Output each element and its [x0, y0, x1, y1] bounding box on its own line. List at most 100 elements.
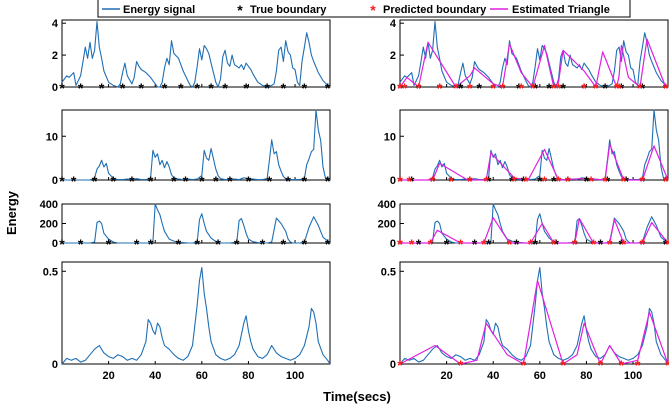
panel-r2-right-marker-true-boundary: * — [416, 236, 422, 252]
panel-r0-left-marker-true-boundary: * — [162, 80, 168, 96]
panel-r2-left-marker-true-boundary: * — [148, 236, 154, 252]
panel-r2-right-marker-predicted-boundary: * — [665, 236, 669, 252]
panel-r2-right-marker-predicted-boundary: * — [397, 236, 403, 252]
panel-r1-left-marker-true-boundary: * — [267, 173, 273, 189]
panel-r1-left-marker-true-boundary: * — [59, 173, 65, 189]
panel-r1-left-marker-true-boundary: * — [302, 173, 308, 189]
panel-r1-left-marker-true-boundary: * — [246, 173, 252, 189]
panel-r1-right-marker-predicted-boundary: * — [407, 173, 413, 189]
panel-r1-left-ytick-label: 0 — [52, 175, 58, 187]
panel-r3-right-marker-predicted-boundary: * — [560, 357, 566, 373]
panel-r1-right-marker-predicted-boundary: * — [430, 173, 436, 189]
panel-r0-right-marker-predicted-boundary: * — [500, 80, 506, 96]
panel-r0-right-marker-predicted-boundary: * — [490, 80, 496, 96]
panel-r1-right-ytick-label: 0 — [390, 175, 396, 187]
panel-r0-right-marker-predicted-boundary: * — [437, 80, 443, 96]
panel-r2-left-ytick-label: 400 — [40, 199, 58, 211]
panel-r1-left-marker-true-boundary: * — [71, 173, 77, 189]
panel-r2-left-marker-true-boundary: * — [260, 236, 266, 252]
panel-r3-right-xtick-label: 20 — [440, 370, 452, 382]
panel-r0-left-marker-true-boundary: * — [78, 80, 84, 96]
panel-r1-left-marker-true-boundary: * — [213, 173, 219, 189]
panel-r1-right-marker-predicted-boundary: * — [565, 173, 571, 189]
panel-r1-right-marker-predicted-boundary: * — [588, 173, 594, 189]
panel-r0-left-marker-true-boundary: * — [120, 80, 126, 96]
panel-r3-right: 00.520406080100******** — [381, 262, 669, 382]
panel-r2-right-marker-predicted-boundary: * — [458, 236, 464, 252]
panel-r3-left-ytick-label: 0 — [52, 359, 58, 371]
panel-r2-right-marker-predicted-boundary: * — [428, 236, 434, 252]
panel-r1-left: 010* * * * * * * * * * * * * * * * — [46, 110, 331, 189]
panel-r2-left-marker-true-boundary: * — [106, 236, 112, 252]
subplot-grid: 024* * * * * * * * * * * * * * * 024* * * * * * * * * * * * * * ** * * *… — [40, 18, 669, 382]
panel-r1-right-marker-predicted-boundary: * — [621, 173, 627, 189]
y-axis-label: Energy — [4, 190, 19, 235]
panel-r3-left-xtick-label: 100 — [286, 370, 304, 382]
panel-r2-left-marker-true-boundary: * — [234, 236, 240, 252]
panel-r0-right-marker-predicted-boundary: * — [637, 80, 643, 96]
panel-r2-right-marker-predicted-boundary: * — [507, 236, 513, 252]
panel-r1-left-ytick-label: 10 — [46, 131, 58, 143]
panel-r0-right-marker-predicted-boundary: * — [518, 80, 524, 96]
panel-r3-right-xtick-label: 60 — [534, 370, 546, 382]
panel-r3-left: 0 0.5 20 40 60 80 100 — [43, 262, 330, 382]
panel-r1-right-marker-predicted-boundary: * — [523, 173, 529, 189]
panel-r1-right-marker-predicted-boundary: * — [542, 173, 548, 189]
panel-r1-right-marker-predicted-boundary: * — [663, 173, 669, 189]
panel-r3-left-xtick-label: 80 — [242, 370, 254, 382]
panel-r1-left-axes-box — [62, 110, 330, 180]
panel-r2-right-ytick-label: 0 — [390, 238, 396, 250]
panel-r1-left-series-energy-signal — [62, 110, 330, 180]
panel-r0-left-marker-true-boundary: * — [208, 80, 214, 96]
panel-r1-right-marker-predicted-boundary: * — [397, 173, 403, 189]
panel-r2-right-marker-predicted-boundary: * — [481, 236, 487, 252]
panel-r3-left-ytick-label: 0.5 — [43, 266, 58, 278]
panel-r2-right-ytick-label: 200 — [378, 219, 396, 231]
panel-r0-left: 0 2 4 * * * * * * * * * * * * * * * — [52, 18, 331, 96]
panel-r3-right-marker-predicted-boundary: * — [619, 357, 625, 373]
panel-r0-right-marker-predicted-boundary: * — [467, 80, 473, 96]
panel-r0-left-marker-true-boundary: * — [178, 80, 184, 96]
panel-r0-right-marker-predicted-boundary: * — [453, 80, 459, 96]
legend: Energy signal * True boundary * Predicte… — [98, 0, 630, 18]
panel-r1-left-marker-true-boundary: * — [148, 173, 154, 189]
panel-r0-left-marker-true-boundary: * — [59, 80, 65, 96]
panel-r2-left-marker-true-boundary: * — [194, 236, 200, 252]
panel-r0-right-marker-predicted-boundary: * — [616, 80, 622, 96]
panel-r1-left-marker-true-boundary: * — [129, 173, 135, 189]
panel-r3-right-marker-predicted-boundary: * — [665, 357, 669, 373]
panel-r2-right: 0200400*************************** — [378, 199, 669, 252]
panel-r2-left-marker-true-boundary: * — [325, 236, 331, 252]
panel-r2-right-marker-predicted-boundary: * — [640, 236, 646, 252]
panel-r2-right-marker-true-boundary: * — [532, 236, 538, 252]
panel-r3-left-xtick-label: 20 — [102, 370, 114, 382]
panel-r2-right-marker-predicted-boundary: * — [572, 236, 578, 252]
panel-r2-right-marker-predicted-boundary: * — [528, 236, 534, 252]
panel-r0-right-marker-true-boundary: * — [560, 80, 566, 96]
panel-r1-right-marker-predicted-boundary: * — [483, 173, 489, 189]
panel-r0-right-marker-predicted-boundary: * — [593, 80, 599, 96]
panel-r2-left-ytick-label: 200 — [40, 219, 58, 231]
panel-r2-left-ytick-label: 0 — [52, 238, 58, 250]
panel-r0-right-marker-predicted-boundary: * — [581, 80, 587, 96]
panel-r3-right-ytick-label: 0 — [390, 359, 396, 371]
panel-r0-right-ytick-label: 0 — [390, 82, 396, 94]
panel-r0-right-marker-predicted-boundary: * — [556, 80, 562, 96]
panel-r2-right-marker-true-boundary: * — [472, 236, 478, 252]
panel-r0-right-marker-true-boundary: * — [458, 80, 464, 96]
panel-r1-right-marker-predicted-boundary: * — [467, 173, 473, 189]
panel-r3-right-marker-predicted-boundary: * — [598, 357, 604, 373]
panel-r0-left-marker-true-boundary: * — [222, 80, 228, 96]
panel-r3-right-xtick-label: 80 — [580, 370, 592, 382]
panel-r0-right: 024* * * * * * * * * * * * * * ** * * * * * * * * * * * * * ** * * — [390, 18, 669, 96]
panel-r1-left-marker-true-boundary: * — [92, 173, 98, 189]
legend-swatch-predicted-boundary: * — [370, 2, 376, 18]
panel-r3-right-series-estimated-triangle — [400, 281, 668, 365]
panel-r2-right-marker-true-boundary: * — [486, 236, 492, 252]
panel-r0-left-marker-true-boundary: * — [99, 80, 105, 96]
panel-r0-right-marker-predicted-boundary: * — [402, 80, 408, 96]
panel-r0-right-marker-true-boundary: * — [477, 80, 483, 96]
panel-r0-left-ytick-label: 0 — [52, 82, 58, 94]
panel-r2-right-marker-predicted-boundary: * — [591, 236, 597, 252]
panel-r0-left-marker-true-boundary: * — [243, 80, 249, 96]
